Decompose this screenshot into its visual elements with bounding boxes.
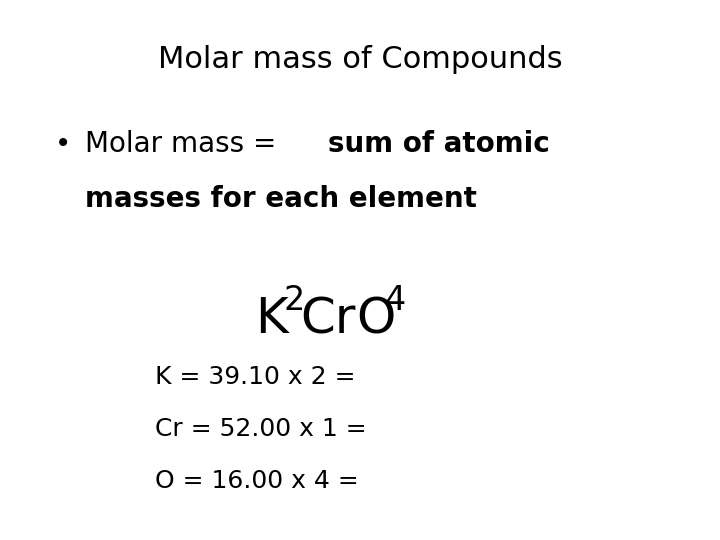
Text: O = 16.00 x 4 =: O = 16.00 x 4 =: [155, 469, 359, 493]
Text: Molar mass =: Molar mass =: [85, 130, 285, 158]
Text: 2: 2: [283, 284, 305, 317]
Text: •: •: [55, 130, 71, 158]
Text: Cr = 52.00 x 1 =: Cr = 52.00 x 1 =: [155, 417, 366, 441]
Text: 4: 4: [384, 284, 405, 317]
Text: K: K: [255, 295, 288, 343]
Text: masses for each element: masses for each element: [85, 185, 477, 213]
Text: K = 39.10 x 2 =: K = 39.10 x 2 =: [155, 365, 356, 389]
Text: Cr: Cr: [300, 295, 356, 343]
Text: O: O: [356, 295, 395, 343]
Text: Molar mass of Compounds: Molar mass of Compounds: [158, 45, 562, 74]
Text: sum of atomic: sum of atomic: [328, 130, 549, 158]
